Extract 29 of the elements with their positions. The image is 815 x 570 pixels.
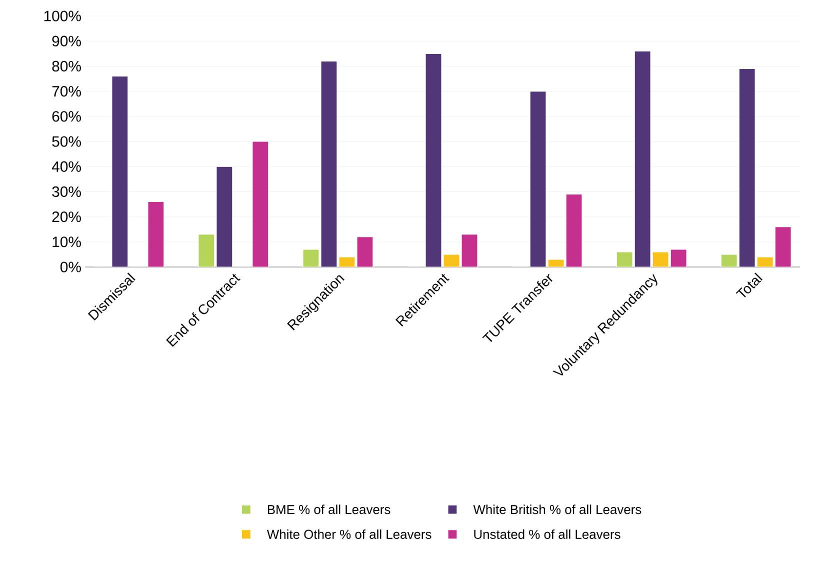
bar	[252, 141, 269, 267]
y-tick-label: 80%	[52, 60, 81, 72]
y-tick-label: 0%	[60, 262, 81, 272]
bar	[634, 50, 651, 267]
y-tick-label: 10%	[52, 236, 81, 248]
bar	[774, 226, 792, 267]
y-tick-label: 20%	[52, 212, 81, 222]
legend-label: BME % of all Leavers	[268, 504, 390, 514]
bar	[112, 76, 128, 267]
legend-label: Unstated % of all Leavers	[474, 529, 620, 539]
bar	[148, 201, 164, 267]
y-tick-label: 50%	[52, 136, 81, 147]
bar	[425, 53, 442, 267]
bar	[356, 236, 374, 267]
bar	[530, 90, 546, 267]
y-tick-label: 100%	[44, 10, 81, 22]
y-tick-label: 40%	[52, 161, 81, 172]
legend-label: White Other % of all Leavers	[266, 529, 432, 539]
y-tick-label: 90%	[52, 36, 81, 46]
bar	[461, 234, 478, 267]
y-tick-label: 70%	[52, 86, 81, 97]
bar	[566, 194, 582, 267]
y-tick-label: 30%	[52, 186, 81, 197]
legend-label: White British % of all Leavers	[473, 504, 642, 514]
y-tick-label: 60%	[52, 111, 81, 122]
bar	[198, 234, 215, 267]
bar	[738, 68, 756, 267]
bar	[320, 60, 338, 267]
bar	[216, 166, 233, 267]
